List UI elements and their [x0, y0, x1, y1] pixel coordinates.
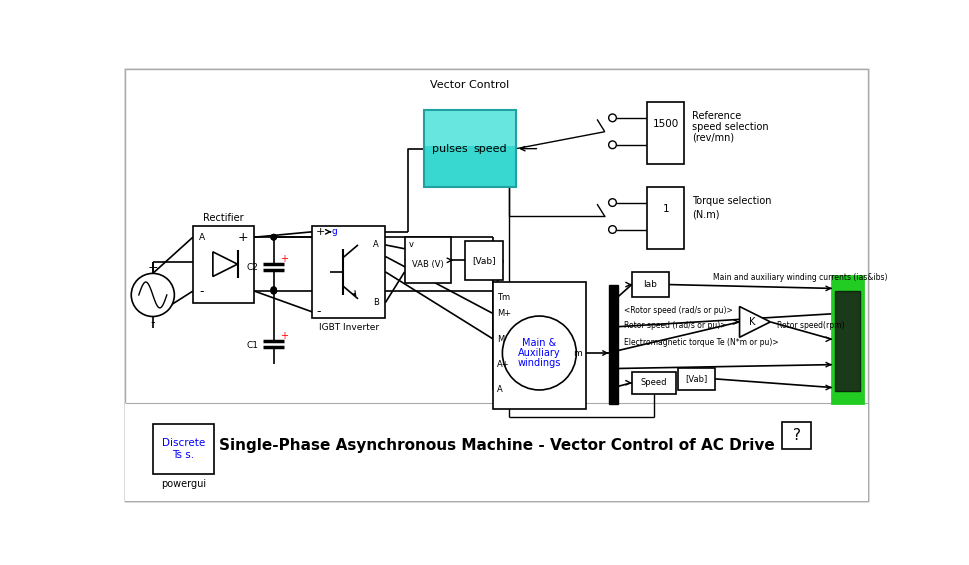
Bar — [153, 424, 214, 475]
FancyBboxPatch shape — [424, 111, 516, 146]
Text: M+: M+ — [497, 309, 511, 318]
Text: Single-Phase Asynchronous Machine - Vector Control of AC Drive: Single-Phase Asynchronous Machine - Vect… — [219, 438, 774, 453]
Text: Main and auxiliary winding currents (ias&ibs): Main and auxiliary winding currents (ias… — [712, 273, 887, 282]
Bar — [493, 282, 585, 409]
Text: C1: C1 — [246, 341, 259, 350]
Circle shape — [271, 234, 276, 240]
Circle shape — [609, 141, 616, 149]
Text: Iab: Iab — [643, 280, 657, 289]
Text: -: - — [316, 306, 321, 319]
Text: m: m — [573, 349, 581, 358]
Text: M: M — [497, 334, 504, 344]
Text: 1500: 1500 — [652, 119, 678, 129]
Text: Vector Control: Vector Control — [430, 80, 510, 90]
Text: Rectifier: Rectifier — [203, 213, 244, 223]
Bar — [835, 291, 860, 391]
Circle shape — [271, 234, 276, 240]
Bar — [647, 187, 684, 249]
Text: +: + — [316, 227, 326, 237]
Bar — [832, 276, 862, 403]
Circle shape — [271, 288, 276, 294]
Text: speed: speed — [474, 144, 507, 154]
Text: IGBT Inverter: IGBT Inverter — [319, 323, 379, 332]
Text: v: v — [409, 240, 414, 249]
Text: +: + — [147, 260, 158, 273]
Bar — [465, 241, 503, 280]
Circle shape — [271, 287, 276, 292]
Text: A: A — [199, 233, 205, 242]
Text: pulses: pulses — [432, 144, 467, 154]
Text: Rotor speed(rpm): Rotor speed(rpm) — [776, 321, 844, 331]
Text: A: A — [373, 240, 379, 249]
Text: ?: ? — [793, 428, 800, 442]
Circle shape — [271, 288, 276, 294]
Text: +: + — [280, 254, 288, 264]
Bar — [193, 225, 255, 303]
Text: Auxiliary: Auxiliary — [518, 348, 561, 358]
Text: Reference: Reference — [692, 111, 741, 121]
Bar — [312, 225, 386, 318]
Bar — [678, 368, 715, 390]
Text: (rev/mn): (rev/mn) — [692, 133, 734, 143]
Text: A: A — [497, 385, 503, 394]
Text: -: - — [199, 285, 203, 298]
Text: Main &: Main & — [522, 338, 556, 348]
Circle shape — [502, 316, 577, 390]
Bar — [405, 237, 451, 284]
Text: Rotor speed (rad/s or pu)>: Rotor speed (rad/s or pu)> — [624, 321, 727, 331]
Text: Ts s.: Ts s. — [172, 450, 195, 460]
Circle shape — [609, 114, 616, 121]
Text: B: B — [373, 298, 379, 307]
Circle shape — [609, 225, 616, 233]
Text: C2: C2 — [246, 263, 259, 272]
Circle shape — [131, 273, 174, 316]
Bar — [647, 102, 684, 164]
Text: g: g — [331, 227, 337, 236]
Bar — [609, 285, 618, 405]
Polygon shape — [739, 306, 770, 337]
Text: +: + — [237, 231, 248, 244]
Text: Electromagnetic torque Te (N*m or pu)>: Electromagnetic torque Te (N*m or pu)> — [624, 338, 779, 347]
Text: A+: A+ — [497, 360, 510, 369]
FancyBboxPatch shape — [423, 110, 516, 187]
Text: 1: 1 — [663, 204, 669, 214]
Text: Discrete: Discrete — [162, 438, 205, 449]
Text: speed selection: speed selection — [692, 122, 768, 132]
Text: -: - — [150, 316, 155, 329]
Bar — [632, 372, 676, 393]
Circle shape — [609, 199, 616, 206]
Text: [Vab]: [Vab] — [685, 375, 707, 384]
Text: Tm: Tm — [497, 293, 510, 302]
Bar — [125, 403, 868, 501]
Text: Speed: Speed — [641, 378, 668, 387]
Text: (N.m): (N.m) — [692, 209, 719, 219]
Text: [Vab]: [Vab] — [472, 256, 496, 265]
Bar — [782, 422, 811, 449]
Polygon shape — [213, 252, 237, 276]
Text: <Rotor speed (rad/s or pu)>: <Rotor speed (rad/s or pu)> — [624, 306, 733, 315]
Text: powergui: powergui — [161, 479, 206, 489]
Text: +: + — [280, 331, 288, 341]
Text: windings: windings — [517, 358, 561, 368]
Text: VAB (V): VAB (V) — [412, 260, 444, 268]
Bar — [632, 272, 669, 297]
Text: K: K — [749, 317, 755, 327]
Text: Torque selection: Torque selection — [692, 196, 771, 206]
